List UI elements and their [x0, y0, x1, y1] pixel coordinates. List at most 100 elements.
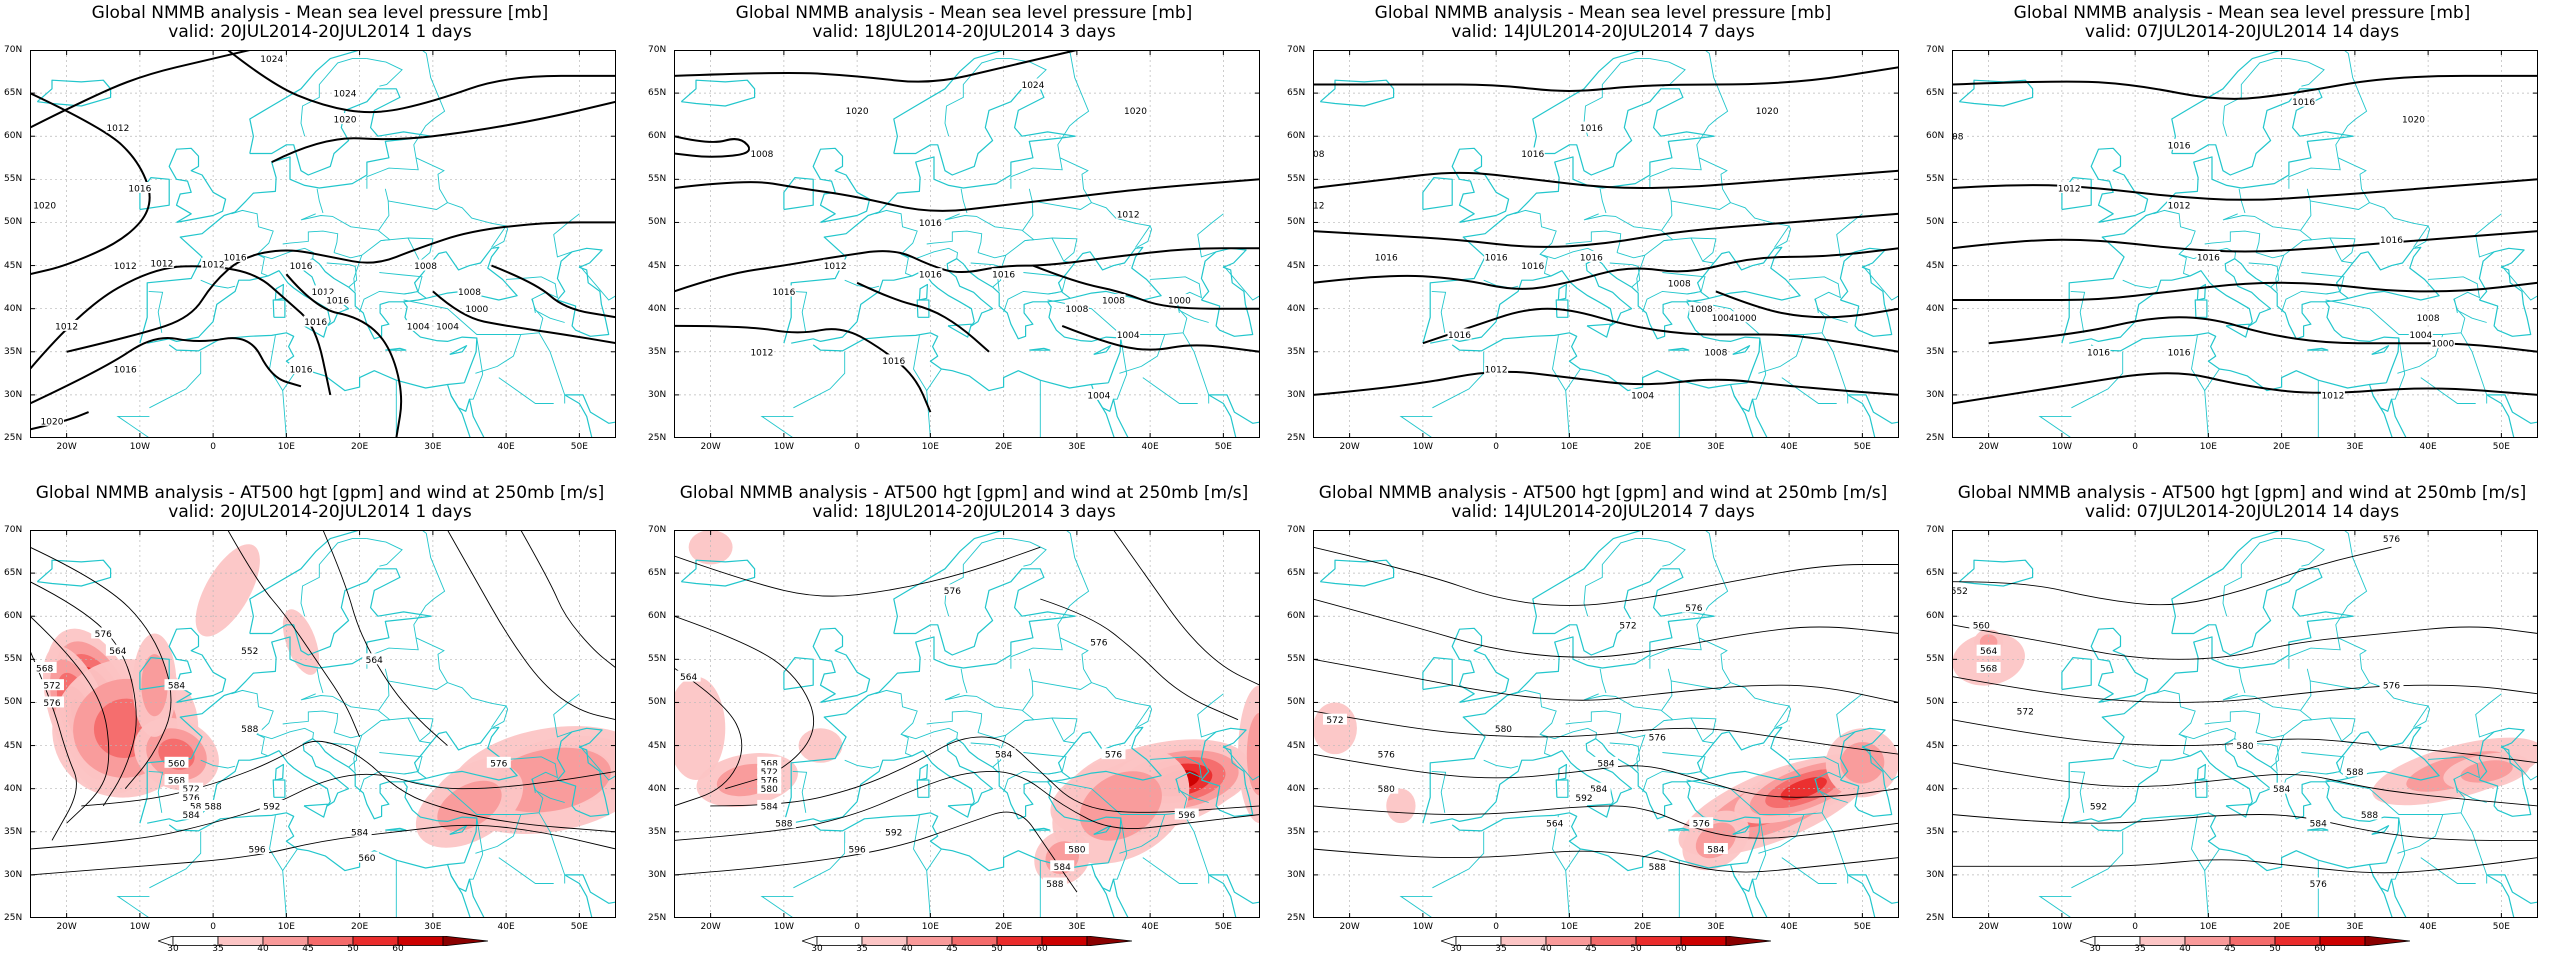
coastline	[2171, 88, 2354, 176]
coastline	[2171, 530, 2355, 634]
contour-label-background	[845, 104, 870, 116]
country-border	[403, 770, 419, 775]
contour-label-background	[1689, 817, 1714, 829]
coastline	[1451, 332, 1748, 392]
isobar	[30, 50, 251, 129]
country-border	[1649, 58, 1686, 87]
contour-label: 1012	[2321, 391, 2344, 401]
lat-tick-label: 35N	[1926, 826, 1945, 837]
contour-label: 1012	[1313, 202, 1324, 212]
country-border	[2153, 209, 2196, 277]
wind-speed-shading	[1313, 702, 1357, 755]
coastline	[2196, 763, 2206, 781]
contour-label: 1008	[1313, 150, 1325, 160]
coastline	[1729, 384, 1754, 438]
contour-label: 1008	[1704, 348, 1727, 358]
contour-label: 568	[36, 664, 53, 674]
contour-label: 1004	[407, 322, 430, 332]
contour-label: 584	[1054, 863, 1071, 873]
country-border	[1048, 276, 1067, 295]
contour-label-background	[91, 627, 116, 639]
contour-label-background	[2401, 112, 2426, 124]
country-border	[1599, 188, 1607, 214]
country-border	[417, 530, 446, 619]
map-frame	[30, 530, 616, 918]
country-border	[900, 727, 958, 740]
country-border	[1636, 735, 1646, 772]
country-border	[1609, 262, 1641, 288]
lon-tick-label: 0	[2132, 922, 2138, 932]
country-border	[553, 213, 580, 258]
lat-tick-label: 70N	[4, 45, 23, 55]
country-border	[326, 742, 358, 768]
coastline	[303, 803, 328, 818]
colorbar-tick-label: 50	[2269, 944, 2281, 954]
coastline	[1047, 246, 1162, 303]
country-border	[2191, 815, 2206, 871]
isobar	[66, 221, 616, 353]
country-border	[366, 538, 403, 567]
country-border	[1862, 265, 1899, 301]
country-border	[2300, 188, 2312, 231]
coastline	[1847, 874, 1899, 904]
lat-tick-label: 35N	[4, 826, 23, 837]
coastline	[1093, 825, 1112, 835]
contour-label: 572	[761, 768, 778, 778]
height-contour	[1313, 546, 1899, 606]
contour-label-background	[457, 285, 482, 297]
country-border	[2288, 58, 2325, 87]
country-border	[926, 230, 983, 253]
map-frame	[1313, 530, 1899, 918]
lon-tick-label: 20W	[1978, 922, 1999, 932]
contour-label-background	[1064, 302, 1089, 314]
contour-label-background	[757, 782, 782, 794]
contour-label: 1008	[458, 288, 481, 298]
colorbar-tick-label: 35	[212, 944, 224, 954]
country-border	[760, 415, 794, 438]
lon-tick-label: 10W	[1412, 442, 1434, 452]
lon-tick-label: 30E	[2346, 922, 2364, 932]
contour-label: 1016	[128, 184, 151, 194]
contour-label-background	[186, 799, 211, 811]
panel-valid-period: valid: 07JUL2014-20JUL2014 14 days	[2084, 22, 2400, 42]
coastline	[450, 875, 485, 918]
panel-valid-period: valid: 14JUL2014-20JUL2014 7 days	[1451, 502, 1755, 522]
coastline	[1729, 864, 1754, 918]
contour-label: 588	[775, 820, 792, 830]
lat-tick-label: 55N	[648, 654, 667, 665]
country-border	[1136, 225, 1153, 248]
coastline	[1029, 347, 1051, 351]
isobar	[227, 50, 616, 114]
country-border	[2339, 50, 2368, 139]
country-border	[1698, 637, 1731, 683]
contour-label: 1020	[846, 107, 869, 117]
contour-label-background	[771, 285, 796, 297]
coastline	[274, 763, 284, 781]
contour-label-background	[1322, 713, 1347, 725]
country-border	[535, 310, 565, 323]
contour-label: 1016	[2087, 348, 2110, 358]
contour-label-background	[1579, 250, 1604, 262]
lat-tick-label: 35N	[648, 826, 667, 837]
contour-label: 592	[885, 828, 902, 838]
contour-label-background	[237, 644, 262, 656]
height-contour	[227, 530, 361, 738]
coastline	[1839, 727, 1893, 817]
contour-label: 1012	[2168, 202, 2191, 212]
contour-label-background	[325, 294, 350, 306]
coastline	[564, 394, 616, 424]
coastline	[385, 347, 407, 351]
country-border	[1047, 779, 1184, 815]
country-border	[1431, 770, 1447, 813]
contour-label: 576	[2383, 682, 2400, 692]
coastline	[385, 827, 407, 831]
height-contour	[1952, 719, 2538, 764]
contour-label: 1012	[55, 322, 78, 332]
isobar	[1032, 264, 1260, 310]
contour-label: 1008	[1690, 305, 1713, 315]
country-border	[2310, 680, 2429, 728]
contour-label-background	[362, 653, 387, 665]
coastline	[2372, 395, 2407, 438]
contour-label: 576	[944, 587, 961, 597]
wind-speed-shading	[1840, 742, 1885, 784]
